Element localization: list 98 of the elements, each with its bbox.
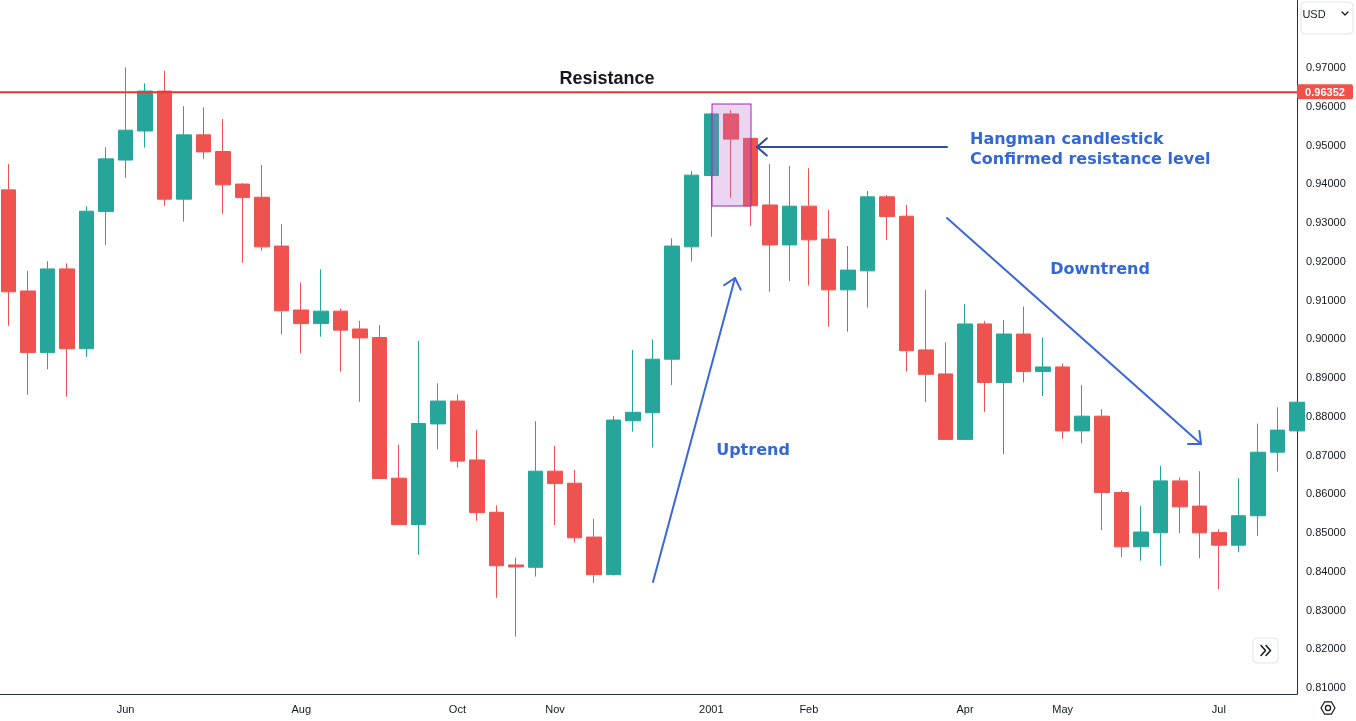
candlestick — [586, 518, 602, 584]
candlestick — [508, 557, 524, 638]
candlestick — [1094, 408, 1110, 531]
candlestick — [20, 270, 36, 396]
candlestick — [274, 223, 289, 335]
candlestick — [801, 167, 817, 287]
candlestick — [840, 245, 856, 333]
candlestick — [1211, 528, 1227, 590]
y-tick-label: 0.87000 — [1306, 448, 1346, 461]
x-tick-label: May — [1052, 702, 1074, 715]
candlestick — [645, 338, 660, 449]
y-tick-label: 0.88000 — [1306, 409, 1346, 422]
candlestick — [860, 190, 875, 309]
candlestick — [1231, 477, 1246, 553]
candlestick — [957, 303, 973, 440]
x-tick-label: Oct — [448, 702, 466, 715]
y-tick-label: 0.95000 — [1306, 138, 1346, 151]
candlestick — [254, 164, 270, 252]
candlestick — [977, 320, 992, 413]
candlestick — [1114, 489, 1129, 558]
y-tick-label: 0.86000 — [1306, 487, 1346, 500]
candlestick — [215, 118, 231, 215]
y-tick-label: 0.83000 — [1306, 603, 1346, 616]
candlestick — [625, 349, 641, 433]
candlestick — [938, 341, 953, 440]
candlestick — [1270, 406, 1285, 473]
y-tick-label: 0.89000 — [1306, 371, 1346, 384]
ref-line-label: Resistance — [559, 68, 655, 89]
candlestick — [1016, 306, 1031, 383]
candlestick — [547, 445, 563, 526]
candlestick — [1192, 470, 1207, 559]
candlestick — [918, 289, 934, 403]
candlestick — [59, 263, 75, 398]
y-tick-label: 0.97000 — [1306, 61, 1346, 74]
x-tick-label: Jul — [1211, 702, 1226, 715]
candlestick — [1133, 505, 1149, 562]
candlestick — [684, 170, 699, 263]
y-tick-label: 0.84000 — [1306, 564, 1346, 577]
x-tick-label: Aug — [291, 702, 312, 715]
annotation: Downtrend — [1050, 258, 1150, 278]
y-tick-label: 0.93000 — [1306, 216, 1346, 229]
candlestick — [664, 237, 680, 386]
candlestick — [704, 112, 719, 238]
candlestick — [352, 320, 368, 403]
candlestick — [1250, 423, 1266, 537]
candlestick — [313, 268, 329, 338]
candlestick — [1055, 362, 1070, 440]
candlestick — [333, 307, 348, 373]
candlestick — [411, 340, 426, 556]
y-tick-label: 0.81000 — [1306, 681, 1346, 694]
candlestick — [821, 209, 836, 328]
candlestick — [1035, 337, 1051, 397]
candlestick — [1172, 476, 1188, 534]
candlestick — [1153, 465, 1168, 567]
y-tick-label: 0.91000 — [1306, 293, 1346, 306]
candlestick — [450, 393, 465, 469]
y-tick-label: 0.94000 — [1306, 177, 1346, 190]
candlestick — [528, 420, 543, 578]
x-tick-label: Apr — [956, 702, 974, 715]
candlestick — [1074, 384, 1090, 444]
candlestick — [79, 205, 94, 358]
candlestick — [489, 504, 504, 599]
y-tick-label: 0.82000 — [1306, 642, 1346, 655]
text: 0.96352 — [1305, 85, 1345, 98]
candlestick — [157, 70, 172, 207]
candlestick — [235, 182, 250, 264]
candlestick — [567, 469, 582, 543]
candlestick — [606, 415, 621, 576]
candlestick — [782, 165, 797, 282]
candlestick — [372, 324, 387, 480]
candlestick — [40, 260, 55, 370]
candlestick — [762, 163, 778, 293]
x-tick-label: Jun — [116, 702, 135, 715]
candlestick — [196, 106, 211, 160]
candlestick — [1, 163, 16, 327]
candlestick — [1289, 401, 1305, 432]
y-tick-label: 0.96000 — [1306, 99, 1346, 112]
annotation: Hangman candlestick Confirmed resistance level — [970, 128, 1211, 168]
candlestick — [430, 382, 446, 450]
y-tick-label: 0.90000 — [1306, 332, 1346, 345]
candlestick — [391, 444, 407, 526]
candlestick — [996, 319, 1012, 455]
candlestick — [879, 194, 895, 241]
candlestick — [899, 204, 914, 373]
candlestick — [293, 281, 309, 354]
x-tick-label: Nov — [545, 702, 566, 715]
candlestick — [137, 82, 153, 149]
candlestick — [176, 105, 192, 223]
candlestick — [469, 429, 485, 522]
annotation: Uptrend — [716, 439, 790, 459]
candlestick — [118, 66, 133, 179]
candlestick — [98, 146, 114, 246]
y-axis-title: USD — [1302, 8, 1326, 20]
x-tick-label: Feb — [799, 702, 819, 715]
y-tick-label: 0.85000 — [1306, 526, 1346, 539]
candlestick — [743, 137, 758, 227]
x-tick-label: 2001 — [699, 702, 724, 715]
y-tick-label: 0.92000 — [1306, 254, 1346, 267]
